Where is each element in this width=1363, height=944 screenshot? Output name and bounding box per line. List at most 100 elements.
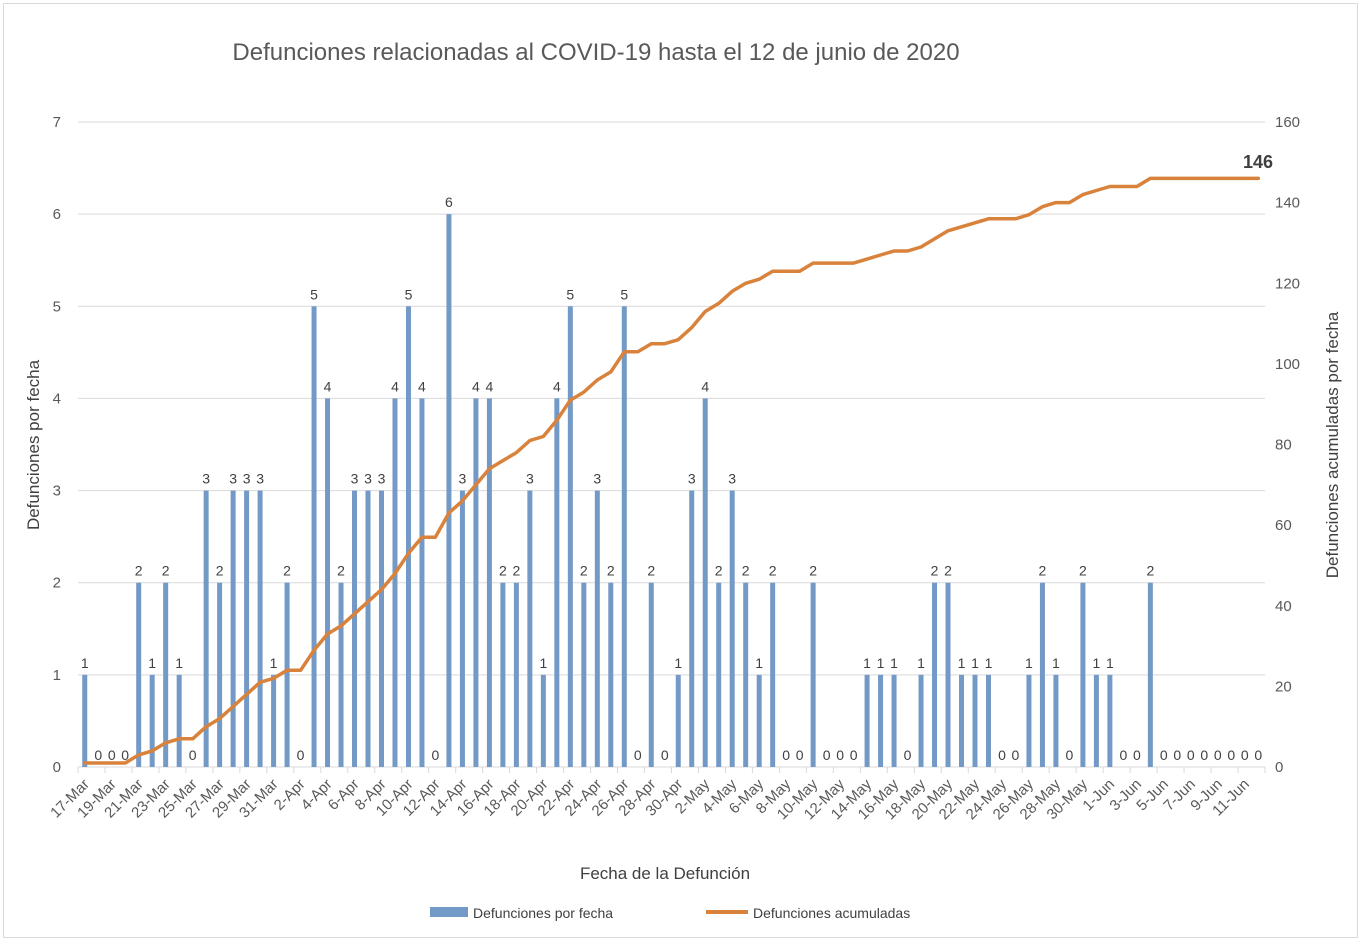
bar (1080, 582, 1086, 767)
y2-tick-label: 20 (1275, 678, 1292, 695)
bar-data-label: 2 (931, 563, 939, 579)
bar-data-label: 2 (769, 563, 777, 579)
bar-data-label: 0 (1160, 747, 1168, 763)
bar (756, 674, 762, 767)
bar (985, 674, 991, 767)
bar-data-label: 2 (1146, 563, 1154, 579)
bar (554, 398, 560, 767)
bar-data-label: 6 (445, 194, 453, 210)
bar (163, 582, 169, 767)
bar-data-label: 1 (1052, 655, 1060, 671)
bar (729, 490, 735, 767)
bar (500, 582, 506, 767)
bar (540, 674, 546, 767)
bar (932, 582, 938, 767)
bar-data-label: 1 (270, 655, 278, 671)
bar (1053, 674, 1059, 767)
bar-data-label: 2 (715, 563, 723, 579)
bar-data-label: 3 (593, 471, 601, 487)
bar (945, 582, 951, 767)
bar-data-label: 1 (890, 655, 898, 671)
bar (810, 582, 816, 767)
bar (176, 674, 182, 767)
bar (513, 582, 519, 767)
bar-data-label: 1 (863, 655, 871, 671)
bar-data-label: 0 (1254, 747, 1262, 763)
bar-data-label: 0 (1173, 747, 1181, 763)
bar (702, 398, 708, 767)
bar (527, 490, 533, 767)
bar-data-label: 0 (850, 747, 858, 763)
legend-label-line: Defunciones acumuladas (753, 905, 910, 921)
bar-data-label: 0 (823, 747, 831, 763)
bar (716, 582, 722, 767)
bar (972, 674, 978, 767)
bar-data-label: 2 (944, 563, 952, 579)
x-axis-ticks: 17-Mar19-Mar21-Mar23-Mar25-Mar27-Mar29-M… (47, 767, 1266, 823)
bar (567, 306, 573, 767)
y-tick-label: 5 (53, 298, 61, 315)
bar-data-label: 0 (796, 747, 804, 763)
bar (365, 490, 371, 767)
bar-data-label: 1 (1106, 655, 1114, 671)
bar (325, 398, 331, 767)
bar-data-label: 3 (378, 471, 386, 487)
bar-data-label: 5 (405, 286, 413, 302)
bar-data-label: 5 (620, 286, 628, 302)
bar (581, 582, 587, 767)
bar-data-label: 2 (1079, 563, 1087, 579)
bar (594, 490, 600, 767)
bar-data-label: 0 (432, 747, 440, 763)
bar-data-label: 2 (216, 563, 224, 579)
bar (459, 490, 465, 767)
bar (621, 306, 627, 767)
bar (405, 306, 411, 767)
legend-swatch-bars (430, 907, 468, 917)
bar (743, 582, 749, 767)
bar (217, 582, 223, 767)
y2-tick-label: 160 (1275, 114, 1300, 131)
y2-tick-label: 80 (1275, 437, 1292, 454)
x-axis-label: Fecha de la Defunción (580, 864, 750, 883)
bar-data-label: 1 (877, 655, 885, 671)
bar-data-label: 0 (1133, 747, 1141, 763)
bar (486, 398, 492, 767)
bar (1147, 582, 1153, 767)
bar-data-label: 0 (634, 747, 642, 763)
bar-data-label: 3 (256, 471, 264, 487)
bar (230, 490, 236, 767)
bar-data-label: 0 (836, 747, 844, 763)
bar (1039, 582, 1045, 767)
y2-tick-label: 100 (1275, 356, 1300, 373)
bar-data-label: 1 (148, 655, 156, 671)
bar (959, 674, 965, 767)
line-series (82, 176, 1261, 765)
bar-data-label: 1 (917, 655, 925, 671)
bar-data-label: 2 (283, 563, 291, 579)
bar (918, 674, 924, 767)
bar (244, 490, 250, 767)
bar-data-label: 2 (580, 563, 588, 579)
bar-data-label: 1 (985, 655, 993, 671)
bar-data-label: 1 (1025, 655, 1033, 671)
y-tick-label: 2 (53, 575, 61, 592)
bar (878, 674, 884, 767)
y2-axis-label: Defunciones acumuladas por fecha (1323, 311, 1342, 578)
bar (446, 214, 452, 768)
bar-data-label: 1 (175, 655, 183, 671)
bar-data-label: 0 (782, 747, 790, 763)
bar-data-label: 0 (998, 747, 1006, 763)
bar-data-label: 2 (742, 563, 750, 579)
y-tick-label: 3 (53, 483, 61, 500)
bar-data-label: 0 (1214, 747, 1222, 763)
bar-data-label: 0 (108, 747, 116, 763)
bar (1093, 674, 1099, 767)
bar-data-label: 0 (94, 747, 102, 763)
bar (136, 582, 142, 767)
bar-data-label: 0 (297, 747, 305, 763)
legend-label-bars: Defunciones por fecha (473, 905, 613, 921)
bar (352, 490, 358, 767)
bar (419, 398, 425, 767)
